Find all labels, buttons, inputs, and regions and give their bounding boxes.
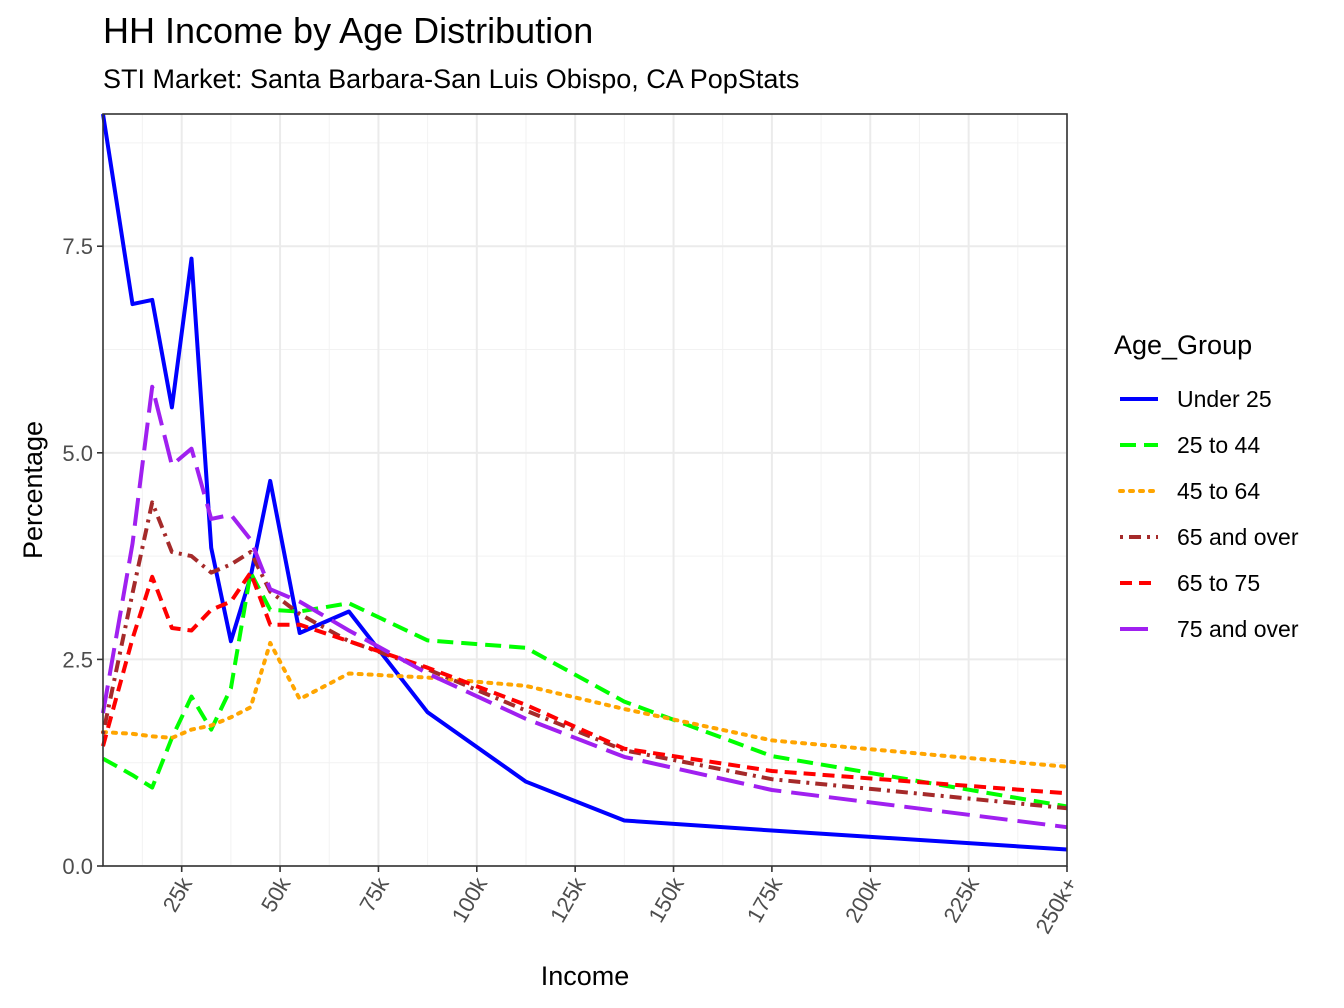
y-tick-label: 5.0 — [62, 441, 93, 466]
series-line-4 — [101, 500, 1068, 811]
series-lines — [101, 113, 1069, 852]
series-line-3 — [101, 640, 1069, 769]
x-tick-label: 75k — [354, 872, 394, 916]
legend-label-4: 65 and over — [1177, 524, 1299, 550]
legend-label-2: 25 to 44 — [1177, 432, 1260, 458]
series-line-6 — [101, 384, 1068, 830]
series-line-1 — [101, 113, 1068, 852]
x-tick-label: 125k — [545, 872, 591, 927]
axes: 25k 50k 75k 100k 125k 150k 175k 200k 225k 250k+ 0.… — [62, 234, 1082, 938]
legend-label-1: Under 25 — [1177, 386, 1272, 412]
chart-title: HH Income by Age Distribution — [103, 10, 594, 51]
x-tick-label: 25k — [158, 872, 198, 916]
chart-subtitle: STI Market: Santa Barbara-San Luis Obisp… — [103, 64, 800, 94]
y-tick-label: 2.5 — [62, 647, 93, 672]
legend-label-5: 65 to 75 — [1177, 570, 1260, 596]
x-tick-label: 225k — [938, 872, 984, 927]
y-tick-label: 7.5 — [62, 234, 93, 259]
x-tick-label: 175k — [742, 872, 788, 927]
plot-panel-border — [102, 113, 1068, 867]
legend-label-3: 45 to 64 — [1177, 478, 1260, 504]
x-tick-label: 100k — [447, 872, 493, 927]
x-tick-label: 50k — [256, 872, 296, 916]
legend: Under 25 25 to 44 45 to 64 65 and over 65 to… — [1118, 386, 1299, 642]
x-tick-label: 200k — [840, 872, 886, 927]
series-line-2 — [102, 570, 1068, 809]
x-axis-label: Income — [541, 961, 630, 991]
y-axis-label: Percentage — [18, 421, 48, 559]
series-line-5 — [101, 570, 1068, 796]
x-tick-label: 250k+ — [1030, 873, 1082, 938]
x-tick-label: 150k — [643, 872, 689, 927]
legend-label-6: 75 and over — [1177, 616, 1299, 642]
y-tick-label: 0.0 — [62, 854, 93, 879]
legend-title: Age_Group — [1114, 330, 1253, 360]
